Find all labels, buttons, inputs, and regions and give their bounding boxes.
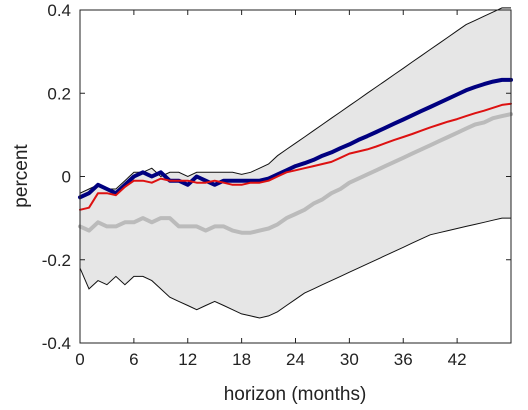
x-tick-label: 24	[286, 350, 305, 369]
y-tick-label: 0.2	[47, 84, 71, 103]
x-tick-label: 0	[75, 350, 84, 369]
series-line-gray	[78, 112, 513, 235]
band-area	[80, 7, 511, 319]
series-line-navy	[78, 77, 513, 200]
series-line-red	[79, 102, 512, 211]
x-tick-label: 6	[129, 350, 138, 369]
confidence-band	[79, 7, 511, 319]
y-tick-label: 0	[62, 168, 71, 187]
x-axis-label: horizon (months)	[224, 384, 367, 405]
x-tick-label: 36	[394, 350, 413, 369]
y-tick-label: -0.2	[42, 251, 71, 270]
y-axis-ticks: -0.4 -0.2 0 0.2 0.4	[42, 1, 511, 353]
x-tick-label: 12	[178, 350, 197, 369]
x-tick-label: 42	[448, 350, 467, 369]
y-tick-label: 0.4	[47, 1, 71, 20]
band-lower-line	[79, 217, 511, 319]
series-lines	[78, 77, 513, 235]
x-tick-label: 30	[340, 350, 359, 369]
band-upper-line	[79, 7, 511, 194]
x-tick-label: 18	[232, 350, 251, 369]
y-tick-label: -0.4	[42, 334, 71, 353]
y-axis-label: percent	[11, 144, 32, 208]
x-axis-ticks: 0 6 12 18 24 30 36 42	[75, 10, 467, 369]
